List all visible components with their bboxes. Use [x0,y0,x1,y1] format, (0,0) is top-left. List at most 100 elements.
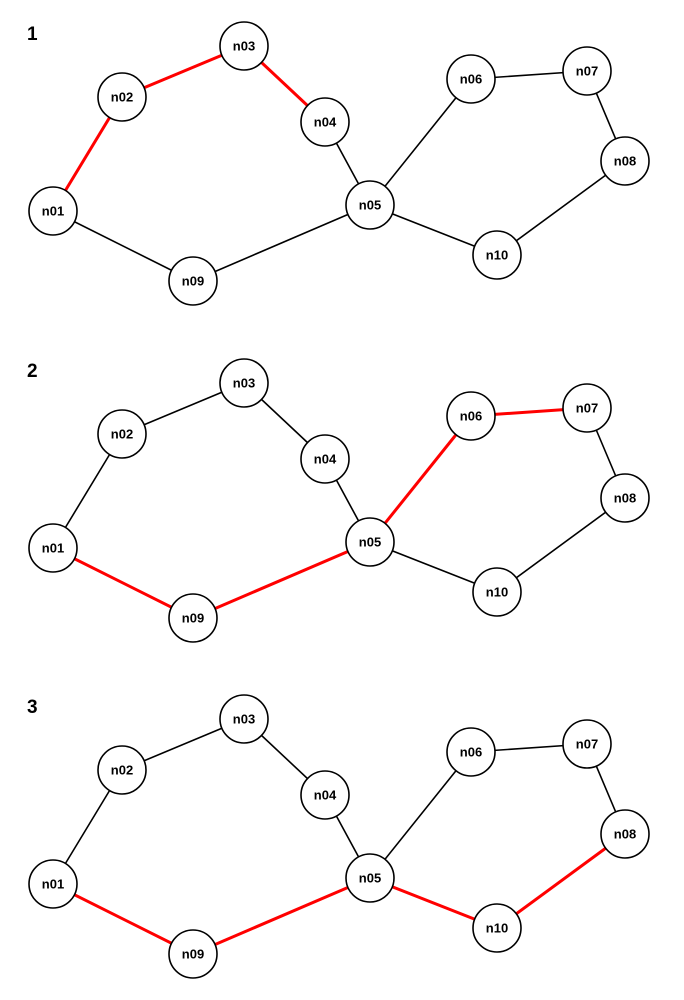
node-n02: n02 [97,745,147,795]
node-n10: n10 [472,567,522,617]
node-label: n06 [460,409,482,424]
node-label: n04 [314,788,337,803]
edge-n08-n10 [496,160,626,256]
node-label: n02 [111,427,133,442]
node-circle [28,523,78,573]
edge-n09-n01-highlighted [52,546,194,620]
node-n03: n03 [219,21,269,71]
node-circle [300,770,350,820]
node-n05: n05 [345,517,395,567]
node-label: n06 [460,72,482,87]
node-label: n03 [233,39,255,54]
node-n03: n03 [219,358,269,408]
node-circle [446,391,496,441]
node-label: n09 [182,611,204,626]
node-n09: n09 [168,256,218,306]
edge-n05-n09 [192,204,371,282]
node-circle [219,21,269,71]
node-label: n07 [576,401,598,416]
node-circle [562,719,612,769]
node-label: n03 [233,712,255,727]
node-label: n10 [486,921,508,936]
node-circle [600,136,650,186]
edge-n05-n06 [369,78,472,206]
node-label: n09 [182,947,204,962]
panel-3: 3 n01 n02 n03 n04 n05 n06 n07 n08 n09 n10 [27,694,650,979]
edge-n05-n09-highlighted [192,876,371,956]
panel-label: 3 [27,697,38,718]
edge-n05-n06-highlighted [368,415,473,543]
node-label: n05 [359,871,381,886]
node-circle [446,727,496,777]
edge-n08-n10 [496,497,626,593]
node-label: n10 [486,585,508,600]
node-n02: n02 [97,72,147,122]
node-label: n07 [576,737,598,752]
node-label: n07 [576,64,598,79]
node-label: n01 [42,541,64,556]
node-circle [300,97,350,147]
node-label: n04 [314,115,337,130]
node-circle [345,853,395,903]
node-circle [562,383,612,433]
panel-label: 2 [27,361,38,382]
node-label: n01 [42,204,64,219]
edge-n09-n01 [52,210,194,282]
node-circle [472,903,522,953]
panel-1: 1 n01 n02 n03 n04 n05 n06 n07 n08 n09 n10 [27,21,650,306]
node-label: n04 [314,452,337,467]
node-circle [446,54,496,104]
node-label: n10 [486,248,508,263]
node-n06: n06 [446,727,496,777]
node-n02: n02 [97,409,147,459]
node-label: n02 [111,763,133,778]
node-n05: n05 [345,180,395,230]
node-label: n01 [42,877,64,892]
node-n01: n01 [28,859,78,909]
node-n01: n01 [28,523,78,573]
node-circle [300,434,350,484]
node-n07: n07 [562,383,612,433]
node-n07: n07 [562,46,612,96]
node-n08: n08 [600,809,650,859]
node-circle [472,567,522,617]
node-circle [562,46,612,96]
node-circle [97,745,147,795]
node-n10: n10 [472,903,522,953]
node-circle [97,72,147,122]
node-circle [168,929,218,979]
edge-n05-n06 [369,751,472,879]
node-n04: n04 [300,770,350,820]
node-circle [345,180,395,230]
node-n03: n03 [219,694,269,744]
node-circle [168,593,218,643]
node-n06: n06 [446,391,496,441]
node-label: n09 [182,274,204,289]
node-n04: n04 [300,97,350,147]
node-circle [600,809,650,859]
node-circle [28,859,78,909]
node-n01: n01 [28,186,78,236]
node-circle [219,358,269,408]
node-circle [600,473,650,523]
node-n05: n05 [345,853,395,903]
node-n04: n04 [300,434,350,484]
node-circle [472,230,522,280]
node-circle [345,517,395,567]
node-label: n05 [359,535,381,550]
node-n06: n06 [446,54,496,104]
node-n10: n10 [472,230,522,280]
panel-label: 1 [27,24,38,45]
node-label: n03 [233,376,255,391]
node-circle [219,694,269,744]
edge-n05-n09-highlighted [192,540,371,620]
node-label: n06 [460,745,482,760]
node-n08: n08 [600,136,650,186]
node-label: n08 [614,827,636,842]
node-circle [28,186,78,236]
node-label: n05 [359,198,381,213]
node-label: n02 [111,90,133,105]
node-n08: n08 [600,473,650,523]
node-label: n08 [614,491,636,506]
